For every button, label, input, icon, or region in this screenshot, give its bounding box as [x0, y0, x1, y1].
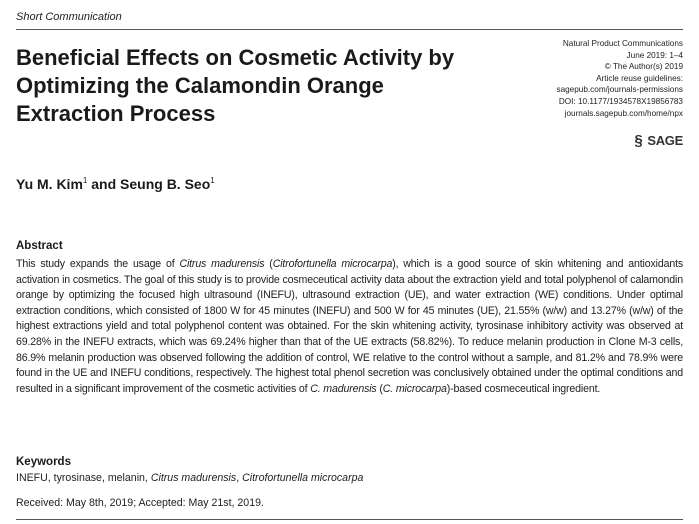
species-synonym: Citrofortunella microcarpa: [272, 258, 393, 270]
species-synonym-short: C. microcarpa: [382, 382, 447, 395]
authors: Yu M. Kim1 and Seung B. Seo1: [16, 176, 215, 192]
section-label: Short Communication: [16, 11, 122, 23]
sage-logo-text: SAGE: [647, 133, 683, 148]
footer-rule: [16, 519, 683, 520]
abstract-text: This study expands the usage of Citrus m…: [16, 258, 684, 395]
doi[interactable]: DOI: 10.1177/1934578X19856783: [558, 96, 683, 106]
keywords-text: INEFU, tyrosinase, melanin, Citrus madur…: [16, 472, 364, 484]
journal-homepage-link[interactable]: journals.sagepub.com/home/npx: [564, 108, 683, 118]
species-name: Citrus madurensis: [179, 258, 265, 270]
affiliation-marker[interactable]: 1: [82, 176, 88, 185]
received-dates: Received: May 8th, 2019; Accepted: May 2…: [16, 497, 264, 509]
reuse-guidelines: Article reuse guidelines:: [596, 73, 683, 83]
sage-s-mark-icon: §: [634, 131, 643, 149]
abstract-heading: Abstract: [16, 240, 63, 252]
keywords-heading: Keywords: [16, 456, 71, 468]
author-name[interactable]: Yu M. Kim: [16, 176, 83, 192]
sage-logo: § SAGE: [634, 131, 683, 149]
keyword-italic: Citrus madurensis: [150, 472, 237, 484]
keyword-italic: Citrofortunella microcarpa: [242, 472, 364, 484]
species-name-short: C. madurensis: [310, 382, 377, 395]
permissions-link[interactable]: sagepub.com/journals-permissions: [556, 85, 683, 95]
article-title: Beneficial Effects on Cosmetic Activity …: [16, 45, 455, 126]
author-joiner: and: [87, 176, 121, 192]
journal-name: Natural Product Communications: [562, 39, 683, 48]
copyright: © The Author(s) 2019: [604, 62, 683, 72]
affiliation-marker[interactable]: 1: [210, 176, 215, 185]
journal-meta: Natural Product Communications June 2019…: [463, 38, 683, 119]
journal-issue: June 2019: 1–4: [626, 50, 683, 60]
header-rule: [16, 29, 683, 30]
author-name[interactable]: Seung B. Seo: [120, 176, 211, 192]
